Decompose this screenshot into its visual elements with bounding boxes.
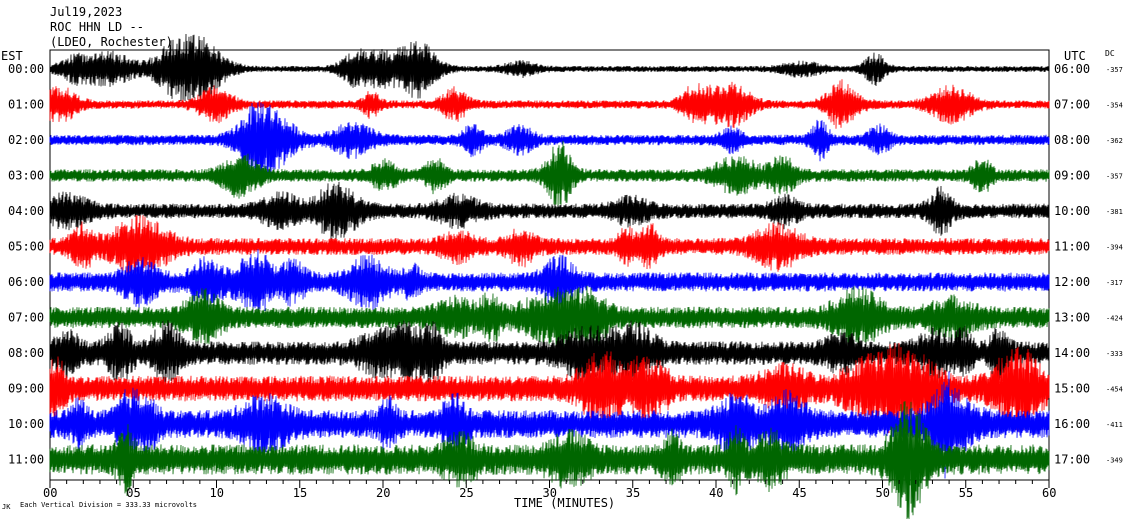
trace-row-0700 — [49, 285, 1050, 350]
dc-value: -357 — [1106, 66, 1123, 74]
x-axis-title: TIME (MINUTES) — [514, 496, 615, 510]
est-label: 00:00 — [8, 62, 44, 76]
x-tick-label: 45 — [792, 486, 806, 500]
est-label: 03:00 — [8, 169, 44, 183]
header-date: Jul19,2023 — [50, 5, 122, 19]
utc-label: 15:00 — [1054, 382, 1090, 396]
dc-value: -317 — [1106, 279, 1123, 287]
dc-value: -411 — [1106, 421, 1123, 429]
header-location: (LDEO, Rochester) — [50, 35, 173, 49]
trace-group — [49, 33, 1050, 519]
est-label: 02:00 — [8, 133, 44, 147]
trace-row-0800 — [49, 320, 1050, 388]
trace-row-0900 — [49, 342, 1050, 434]
utc-label: 10:00 — [1054, 204, 1090, 218]
x-axis: 00 05 10 15 20 25 30 35 40 45 50 55 60 — [43, 480, 1056, 500]
est-label: 04:00 — [8, 204, 44, 218]
x-tick-label: 00 — [43, 486, 57, 500]
dc-value: -381 — [1106, 208, 1123, 216]
est-label: 06:00 — [8, 275, 44, 289]
header-station: ROC HHN LD -- — [50, 20, 144, 34]
utc-label: 17:00 — [1054, 453, 1090, 467]
trace-row-0300 — [49, 140, 1050, 211]
x-tick-label: 20 — [376, 486, 390, 500]
trace-row-0000 — [49, 33, 1050, 105]
utc-label: 11:00 — [1054, 240, 1090, 254]
corner-mark: JK — [2, 503, 11, 511]
utc-label: 08:00 — [1054, 133, 1090, 147]
dc-value: -357 — [1106, 173, 1123, 181]
x-tick-label: 35 — [626, 486, 640, 500]
x-tick-label: 30 — [543, 486, 557, 500]
trace-row-1100 — [49, 401, 1050, 519]
utc-label: 06:00 — [1054, 62, 1090, 76]
utc-label: 12:00 — [1054, 275, 1090, 289]
dc-value: -362 — [1106, 137, 1123, 145]
utc-label: 16:00 — [1054, 417, 1090, 431]
est-label: 08:00 — [8, 346, 44, 360]
x-tick-label: 15 — [293, 486, 307, 500]
est-label: 07:00 — [8, 311, 44, 325]
trace-row-0400 — [49, 181, 1050, 241]
right-axis-title: UTC — [1064, 49, 1086, 63]
utc-label: 07:00 — [1054, 98, 1090, 112]
est-label: 10:00 — [8, 417, 44, 431]
dc-value: -354 — [1106, 102, 1123, 110]
dc-value: -424 — [1106, 315, 1123, 323]
est-label: 09:00 — [8, 382, 44, 396]
x-tick-label: 50 — [876, 486, 890, 500]
scale-note: Each Vertical Division = 333.33 microvol… — [20, 501, 197, 509]
x-tick-label: 60 — [1042, 486, 1056, 500]
dc-value: -454 — [1106, 386, 1123, 394]
x-tick-label: 10 — [210, 486, 224, 500]
row-label-group: 00:00 06:00 -357 01:00 07:00 -354 02:00 08:00 -3… — [8, 62, 1123, 467]
est-label: 11:00 — [8, 453, 44, 467]
utc-label: 09:00 — [1054, 169, 1090, 183]
trace-row-1000 — [49, 371, 1050, 479]
est-label: 05:00 — [8, 240, 44, 254]
dc-title: DC — [1105, 49, 1115, 58]
x-tick-label: 25 — [459, 486, 473, 500]
utc-label: 13:00 — [1054, 311, 1090, 325]
left-axis-title: EST — [1, 49, 23, 63]
x-tick-label: 40 — [709, 486, 723, 500]
utc-label: 14:00 — [1054, 346, 1090, 360]
trace-row-0100 — [49, 79, 1050, 129]
dc-value: -394 — [1106, 244, 1123, 252]
x-tick-label: 55 — [959, 486, 973, 500]
trace-row-0500 — [49, 215, 1050, 278]
trace-row-0600 — [49, 249, 1050, 313]
trace-row-0200 — [49, 102, 1050, 182]
dc-value: -333 — [1106, 350, 1123, 358]
est-label: 01:00 — [8, 98, 44, 112]
dc-value: -349 — [1106, 457, 1123, 465]
x-tick-label: 05 — [126, 486, 140, 500]
